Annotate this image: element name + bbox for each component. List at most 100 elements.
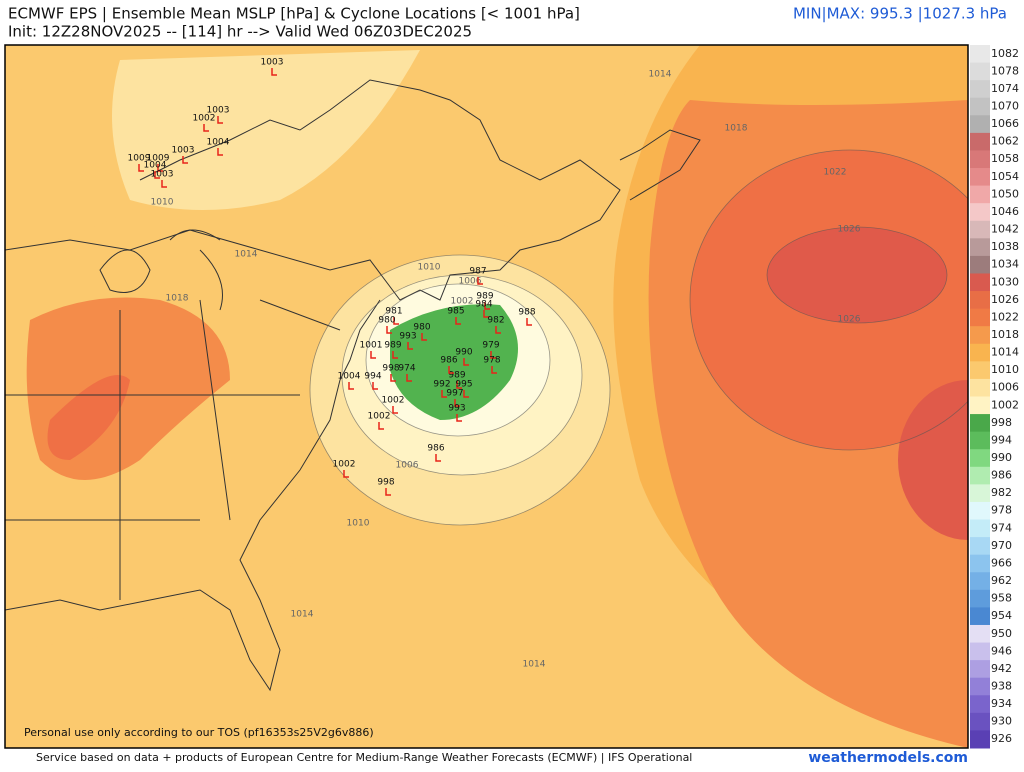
- isobar-label: 1014: [649, 70, 672, 80]
- colorbar-label: 954: [991, 609, 1012, 622]
- cyclone-marker: [441, 390, 447, 398]
- cyclone-label: 978: [483, 356, 500, 366]
- color-band: [970, 519, 990, 538]
- colorbar-label: 938: [991, 679, 1012, 692]
- cyclone-marker: [157, 164, 163, 172]
- cyclone-label: 988: [518, 308, 535, 318]
- color-band: [970, 168, 990, 187]
- colorbar-label: 1030: [991, 275, 1019, 288]
- isobar-label: 1002: [451, 297, 474, 307]
- isobar-label: 1014: [235, 250, 258, 260]
- colorbar-label: 978: [991, 504, 1012, 517]
- colorbar-label: 1066: [991, 117, 1019, 130]
- cyclone-marker: [406, 374, 412, 382]
- cyclone-marker: [456, 414, 462, 422]
- cyclone-label: 998: [382, 364, 399, 374]
- service-note: Service based on data + products of Euro…: [36, 751, 692, 764]
- cyclone-marker: [372, 382, 378, 390]
- colorbar-label: 966: [991, 556, 1012, 569]
- isobar-label: 1014: [291, 610, 314, 620]
- cyclone-marker: [161, 180, 167, 188]
- fill-1010-n: [112, 50, 420, 210]
- tos-note: Personal use only according to our TOS (…: [24, 726, 374, 739]
- color-band: [970, 361, 990, 380]
- color-band: [970, 396, 990, 415]
- cyclone-marker: [348, 382, 354, 390]
- color-band: [970, 62, 990, 81]
- isobar-label: 1026: [838, 225, 861, 235]
- cyclone-marker: [343, 470, 349, 478]
- colorbar-label: 1006: [991, 381, 1019, 394]
- cyclone-label: 1004: [338, 372, 361, 382]
- color-band: [970, 589, 990, 608]
- cyclone-label: 980: [413, 323, 430, 333]
- colorbar-label: 990: [991, 451, 1012, 464]
- colorbar-label: 1002: [991, 398, 1019, 411]
- colorbar-label: 958: [991, 592, 1012, 605]
- color-band: [970, 484, 990, 503]
- cyclone-marker: [483, 310, 489, 318]
- cyclone-label: 986: [440, 356, 457, 366]
- colorbar-label: 1022: [991, 310, 1019, 323]
- colorbar-label: 974: [991, 521, 1012, 534]
- cyclone-marker: [390, 374, 396, 382]
- cyclone-marker: [526, 318, 532, 326]
- color-band: [970, 449, 990, 468]
- cyclone-label: 1002: [193, 114, 216, 124]
- color-band: [970, 466, 990, 485]
- color-band: [970, 343, 990, 362]
- color-band: [970, 572, 990, 591]
- colorbar-label: 1074: [991, 82, 1019, 95]
- isobars: [309, 149, 968, 526]
- cyclone-label: 1009: [147, 154, 170, 164]
- colorbar-label: 1078: [991, 64, 1019, 77]
- cyclone-label: 989: [448, 371, 465, 381]
- colorbar-label: 1038: [991, 240, 1019, 253]
- cyclone-marker: [490, 351, 496, 359]
- cyclone-label: 1009: [128, 154, 151, 164]
- color-band: [970, 378, 990, 397]
- cyclone-marker: [477, 277, 483, 285]
- cyclone-label: 982: [487, 316, 504, 326]
- cyclone-marker: [455, 317, 461, 325]
- cyclone-marker: [385, 488, 391, 496]
- isobar-label: 1018: [725, 124, 748, 134]
- cyclone-marker: [392, 351, 398, 359]
- isobar-label: 1006: [396, 461, 419, 471]
- color-band: [970, 695, 990, 714]
- color-band: [970, 45, 990, 64]
- cyclone-label: 997: [446, 389, 463, 399]
- cyclone-label: 992: [433, 380, 450, 390]
- color-band: [970, 80, 990, 99]
- color-band: [970, 730, 990, 749]
- cyclone-marker: [495, 326, 501, 334]
- colorbar-label: 998: [991, 416, 1012, 429]
- color-band: [970, 677, 990, 696]
- cyclone-label: 1003: [151, 170, 174, 180]
- isobar-label: 1014: [523, 660, 546, 670]
- colorbar-label: 1018: [991, 328, 1019, 341]
- cyclone-label: 990: [455, 348, 472, 358]
- map-frame: [4, 44, 969, 749]
- colorbar-label: 926: [991, 732, 1012, 745]
- cyclone-marker: [435, 454, 441, 462]
- color-band: [970, 501, 990, 521]
- colorbar-label: 950: [991, 627, 1012, 640]
- cyclone-marker: [454, 399, 460, 407]
- colorbar-label: 930: [991, 715, 1012, 728]
- colorbar-label: 1046: [991, 205, 1019, 218]
- cyclone-label: 993: [448, 404, 465, 414]
- cyclone-label: 1003: [207, 106, 230, 116]
- isobar-label: 1026: [838, 315, 861, 325]
- init-line: Init: 12Z28NOV2025 -- [114] hr --> Valid…: [8, 23, 472, 41]
- cyclone-marker: [138, 164, 144, 172]
- cyclone-marker: [392, 406, 398, 414]
- color-band: [970, 607, 990, 626]
- cyclone-label: 981: [385, 307, 402, 317]
- cyclone-label: 994: [364, 372, 381, 382]
- color-band: [970, 97, 990, 116]
- colorbar-label: 1026: [991, 293, 1019, 306]
- cyclone-label: 985: [447, 307, 464, 317]
- cyclone-marker: [386, 326, 392, 334]
